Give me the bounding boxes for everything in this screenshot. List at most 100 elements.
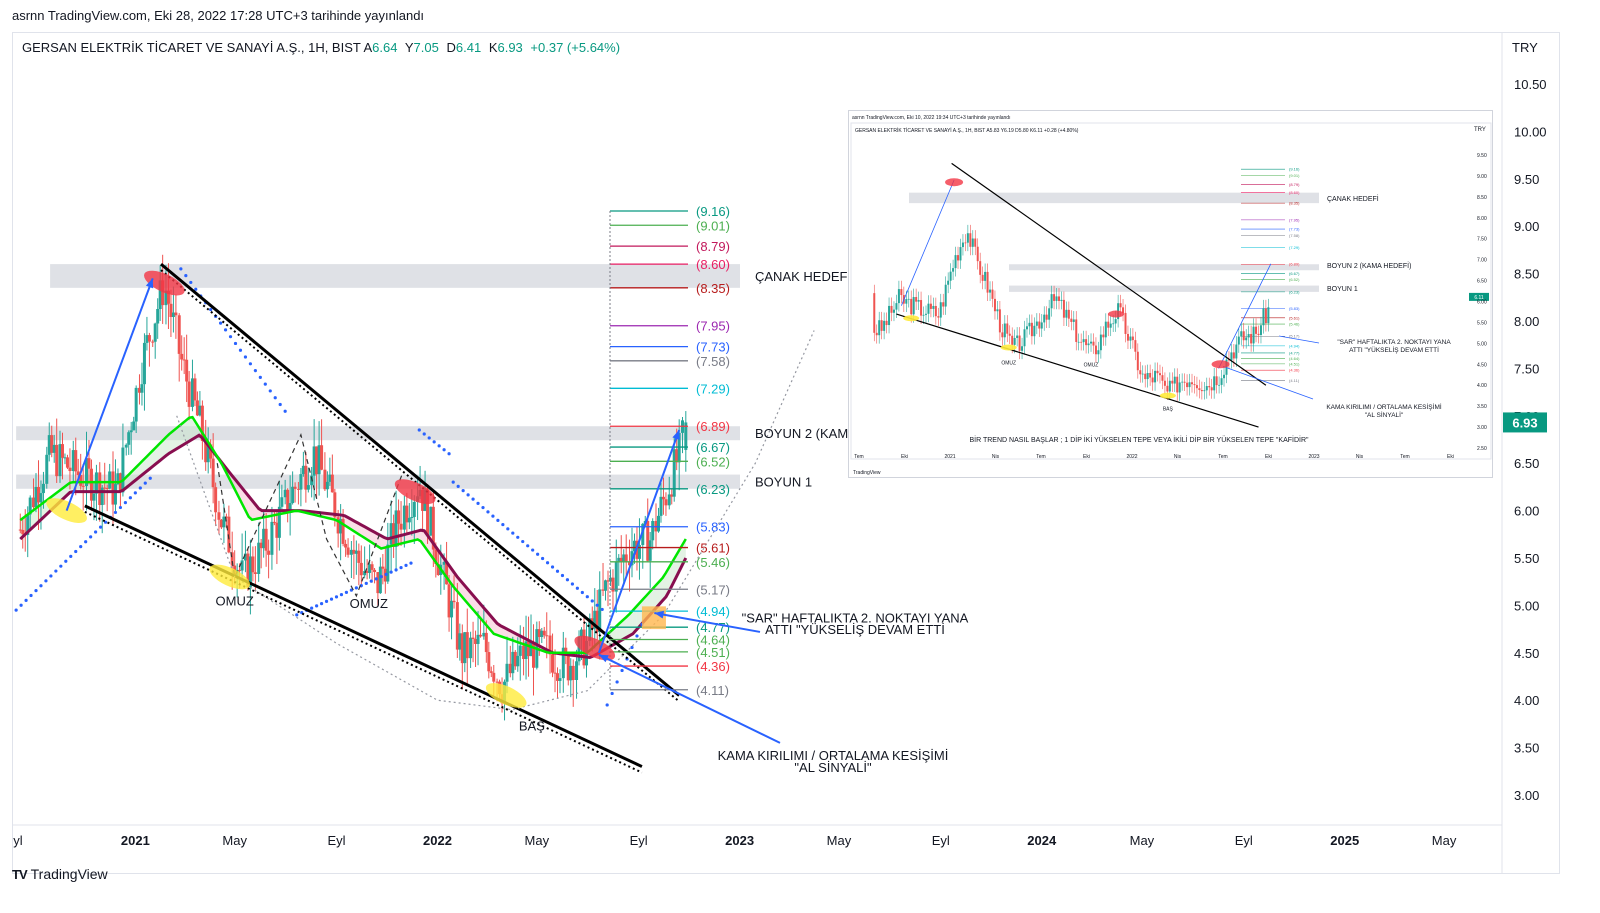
inset-arrow-left: [900, 179, 955, 306]
inset-fib-label: (6.23): [1289, 289, 1300, 294]
sar-dot: [635, 634, 639, 638]
inset-candle: [971, 238, 974, 247]
inset-candle: [1006, 323, 1009, 334]
x-tick-label: 2024: [1027, 833, 1057, 848]
ema-fill-segment: [162, 437, 166, 459]
sar-dot: [560, 573, 565, 578]
ema-slow-line: [19, 433, 688, 659]
chart-frame[interactable]: [12, 32, 1560, 874]
candle-up: [656, 515, 660, 532]
inset-candle: [1035, 321, 1038, 326]
sar-dot: [486, 510, 490, 514]
candle-up: [604, 580, 608, 591]
inset-fib-label: (8.35): [1289, 201, 1300, 206]
candle-up: [28, 497, 32, 515]
sar-dot: [310, 606, 314, 610]
sar-dot: [44, 579, 48, 583]
candle-down: [151, 341, 155, 343]
sar-dot: [223, 328, 228, 332]
tradingview-logo[interactable]: TV TradingView: [12, 866, 108, 882]
sar-dot: [54, 569, 58, 573]
candle-up: [132, 421, 136, 431]
x-tick-label: Eyl: [630, 833, 648, 848]
candle-up: [328, 474, 332, 482]
candle-down: [251, 556, 255, 573]
inset-candle: [1097, 350, 1100, 355]
ema-fill-segment: [414, 531, 418, 541]
candle-down: [426, 489, 430, 536]
candle-up: [569, 665, 573, 681]
sar-dot: [409, 561, 413, 565]
sar-dot: [555, 569, 560, 573]
candle-down: [455, 602, 459, 650]
candle-down: [397, 510, 401, 524]
inset-candle: [912, 297, 915, 315]
candle-up: [429, 506, 433, 536]
sar-dot: [34, 588, 38, 593]
y-tick-label: 10.50: [1514, 77, 1547, 92]
inset-sar-label-1: "SAR" HAFTALIKTA 2. NOKTAYI YANA: [1337, 339, 1451, 346]
inset-candle: [1230, 352, 1233, 361]
sar-dot: [228, 335, 233, 339]
inset-candle: [947, 280, 950, 285]
inset-fib-label: (6.89): [1289, 262, 1300, 267]
inset-candle: [900, 289, 903, 296]
candle-up: [577, 636, 581, 662]
inset-candle: [1062, 299, 1065, 318]
sar-dot: [615, 680, 619, 684]
inset-omuz-label: OMUZ: [1084, 362, 1099, 368]
sar-dot: [268, 389, 272, 393]
sar-dot: [233, 341, 238, 346]
sar-dot: [541, 556, 545, 561]
inset-candle: [895, 303, 898, 310]
sar-dot: [461, 489, 465, 493]
sar-dot: [19, 603, 23, 607]
inset-y-tick: 3.50: [1477, 404, 1487, 410]
candle-up: [171, 312, 175, 318]
candle-down: [452, 600, 456, 603]
ema-fill-segment: [354, 521, 359, 534]
fib-level-label: (7.58): [696, 354, 730, 369]
sar-dot: [133, 491, 137, 495]
fib-level-label: (4.51): [696, 645, 730, 660]
peak-marker: [144, 270, 185, 296]
ema-fill-segment: [169, 431, 173, 454]
inset-candle: [929, 303, 932, 309]
inset-candle: [1218, 384, 1221, 386]
x-tick-label: May: [1432, 833, 1457, 848]
candle-down: [492, 672, 496, 682]
candle-up: [145, 335, 149, 343]
inset-candle: [1094, 345, 1097, 355]
candle-down: [182, 359, 186, 361]
inset-fib-label: (4.94): [1289, 343, 1300, 348]
inset-sar-label-2: ATTI "YÜKSELİŞ DEVAM ETTİ: [1349, 345, 1439, 354]
candle-down: [177, 315, 181, 354]
candle-up: [92, 493, 96, 501]
inset-arrow-right: [1218, 263, 1272, 369]
candle-down: [217, 512, 221, 520]
inset-x-tick: Tem: [1036, 454, 1045, 460]
candle-up: [156, 308, 160, 324]
inset-candle: [1114, 319, 1117, 324]
fib-level-label: (5.17): [696, 582, 730, 597]
candle-up: [580, 629, 584, 637]
inset-candle: [1045, 314, 1048, 320]
inset-candle: [966, 233, 969, 243]
inset-candle: [981, 274, 984, 281]
candle-down: [566, 655, 570, 681]
sar-dot: [404, 563, 408, 567]
candle-down: [571, 665, 575, 680]
candle-up: [52, 444, 56, 453]
sar-dot: [521, 539, 525, 544]
candle-down: [392, 523, 396, 547]
candle-down: [230, 552, 234, 566]
fib-level-label: (4.77): [696, 620, 730, 635]
candle-down: [103, 487, 107, 489]
inset-candle: [1011, 335, 1014, 345]
inset-candle: [974, 238, 977, 247]
candle-down: [187, 381, 191, 407]
inset-candle: [1156, 370, 1159, 374]
candle-down: [272, 521, 276, 523]
x-tick-label: yl: [13, 833, 23, 848]
